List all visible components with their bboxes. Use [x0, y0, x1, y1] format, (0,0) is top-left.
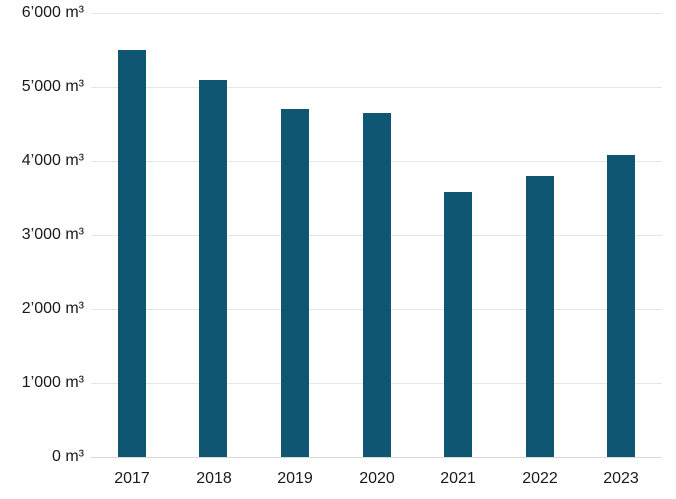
x-tick-label: 2019 [277, 470, 313, 487]
y-tick-label: 1’000 m³ [21, 374, 84, 391]
y-tick-label: 4’000 m³ [21, 152, 84, 169]
bar-2019 [281, 109, 309, 457]
y-tick-label: 3’000 m³ [21, 226, 84, 243]
y-tick-label: 6’000 m³ [21, 4, 84, 21]
y-tick-label: 2’000 m³ [21, 300, 84, 317]
bar-2020 [363, 113, 391, 457]
x-tick-label: 2017 [114, 470, 150, 487]
x-tick-label: 2020 [359, 470, 395, 487]
bar-2017 [118, 50, 146, 457]
x-tick-label: 2022 [522, 470, 558, 487]
x-tick-label: 2018 [196, 470, 232, 487]
bar-2022 [526, 176, 554, 457]
axis-baseline [91, 456, 662, 458]
bar-2023 [607, 155, 635, 457]
gridline [91, 86, 662, 88]
plot-area [91, 12, 662, 458]
x-tick-label: 2023 [603, 470, 639, 487]
x-axis-labels: 2017 2018 2019 2020 2021 2022 2023 [91, 468, 662, 490]
gridline [91, 12, 662, 14]
y-axis-labels: 0 m³ 1’000 m³ 2’000 m³ 3’000 m³ 4’000 m³ 5’00… [0, 4, 84, 465]
bar-2018 [199, 80, 227, 457]
bar-2021 [444, 192, 472, 457]
y-tick-label: 5’000 m³ [21, 78, 84, 95]
y-tick-label: 0 m³ [52, 448, 84, 465]
x-tick-label: 2021 [440, 470, 476, 487]
